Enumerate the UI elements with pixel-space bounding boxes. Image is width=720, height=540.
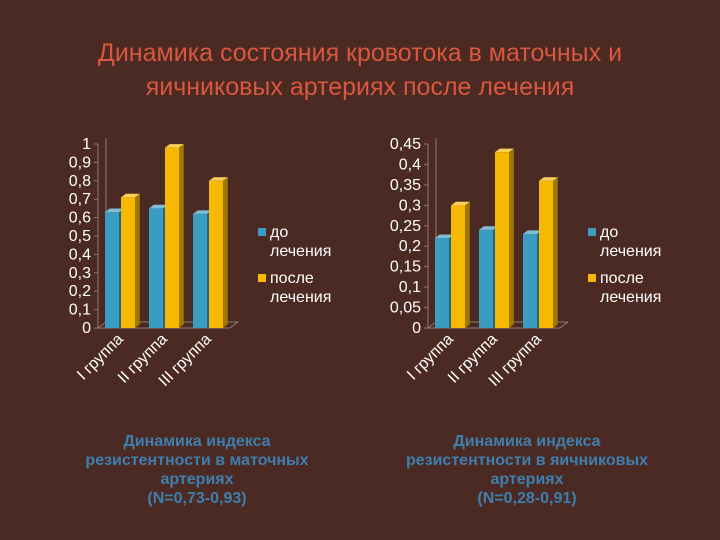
bar-side: [509, 148, 514, 328]
caption-norm: (N=0,28-0,91): [477, 490, 577, 507]
y-tick-label: 0,4: [399, 156, 421, 173]
uterine-resistance-chart: 00,10,20,30,40,50,60,70,80,91I группаII …: [69, 136, 332, 390]
legend-item: после лечения: [588, 270, 661, 306]
caption-line: артериях: [490, 471, 564, 488]
caption-line: резистентности в маточных: [85, 452, 309, 469]
y-tick-label: 0,05: [390, 300, 421, 317]
floor-side-line: [427, 321, 437, 329]
bar-front: [165, 147, 179, 328]
y-tick-label: 0,5: [69, 228, 91, 245]
bar-front: [149, 208, 163, 328]
bar-front: [523, 233, 537, 328]
legend-item: до лечения: [588, 224, 661, 260]
y-tick-label: 0: [82, 320, 91, 337]
bar-front: [193, 213, 207, 328]
caption-line: резистентности в яичниковых: [405, 452, 649, 469]
bar-front: [479, 229, 493, 328]
bar-side: [223, 177, 228, 328]
bar-top: [451, 201, 470, 206]
legend-label: после лечения: [270, 270, 331, 306]
caption-line: Динамика индекса: [453, 433, 601, 450]
bar-top: [435, 234, 454, 239]
bar-top: [105, 208, 124, 213]
legend-label: до лечения: [270, 224, 331, 260]
y-tick-label: 0,45: [390, 136, 421, 153]
y-tick-label: 0,3: [69, 265, 91, 282]
bar: [539, 177, 558, 328]
y-tick-label: 0,1: [69, 302, 91, 319]
bar: [495, 148, 514, 328]
legend-swatch: [258, 274, 266, 282]
legend-swatch: [588, 228, 596, 236]
legend-swatch: [258, 228, 266, 236]
bar-side: [553, 177, 558, 328]
bar: [479, 226, 498, 328]
caption-line: Динамика индекса: [123, 433, 271, 450]
y-tick-label: 0,15: [390, 259, 421, 276]
y-tick-label: 0,25: [390, 218, 421, 235]
bar: [193, 210, 212, 328]
bar-side: [179, 144, 184, 328]
y-tick-label: 0,9: [69, 154, 91, 171]
bar-top: [149, 204, 168, 209]
y-tick-label: 0,7: [69, 191, 91, 208]
bar-front: [495, 152, 509, 328]
floor-side-line: [559, 321, 569, 329]
bar-top: [495, 148, 514, 153]
bar: [105, 208, 124, 328]
legend-item: после лечения: [258, 270, 331, 306]
bar-top: [479, 226, 498, 230]
y-tick-label: 0,8: [69, 173, 91, 190]
caption-line: артериях: [160, 471, 234, 488]
slide-title-line-2: яичниковых артериях после лечения: [145, 73, 575, 101]
floor-side-line: [229, 321, 239, 329]
bar: [121, 193, 140, 328]
bar-front: [435, 238, 449, 328]
bar-side: [135, 193, 140, 328]
y-tick-label: 0,2: [69, 283, 91, 300]
bar: [451, 201, 470, 328]
bar-front: [451, 205, 465, 328]
legend-label: после лечения: [600, 270, 661, 306]
bar-front: [209, 180, 223, 328]
y-tick-label: 0,4: [69, 246, 91, 263]
bar-front: [121, 197, 135, 328]
uterine-chart-caption: Динамика индекса резистентности в маточн…: [37, 432, 357, 508]
caption-norm: (N=0,73-0,93): [147, 490, 247, 507]
bar-top: [121, 193, 140, 198]
bar-top: [193, 210, 212, 214]
y-tick-label: 0,1: [399, 279, 421, 296]
ovarian-chart-caption: Динамика индекса резистентности в яичник…: [367, 432, 687, 508]
bar-top: [539, 177, 558, 181]
y-tick-label: 0,2: [399, 238, 421, 255]
slide-title: Динамика состояния кровотока в маточных …: [0, 36, 720, 104]
legend-item: до лечения: [258, 224, 331, 260]
y-tick-label: 0,3: [399, 197, 421, 214]
slide-title-line-1: Динамика состояния кровотока в маточных …: [97, 39, 623, 67]
bar: [149, 204, 168, 328]
legend-swatch: [588, 274, 596, 282]
y-tick-label: 0,35: [390, 177, 421, 194]
bar-side: [465, 201, 470, 328]
floor-side-line: [97, 321, 107, 329]
bar: [435, 234, 454, 328]
bar: [523, 230, 542, 328]
bar-top: [165, 144, 184, 148]
legend-label: до лечения: [600, 224, 661, 260]
y-tick-label: 1: [82, 136, 91, 153]
y-tick-label: 0: [412, 320, 421, 337]
y-tick-label: 0,6: [69, 210, 91, 227]
bar-front: [105, 212, 119, 328]
bar-top: [209, 177, 228, 181]
bar-top: [523, 230, 542, 234]
bar-front: [539, 180, 553, 328]
ovarian-resistance-chart: 00,050,10,150,20,250,30,350,40,45I групп…: [390, 136, 662, 390]
bar: [209, 177, 228, 328]
bar: [165, 144, 184, 328]
